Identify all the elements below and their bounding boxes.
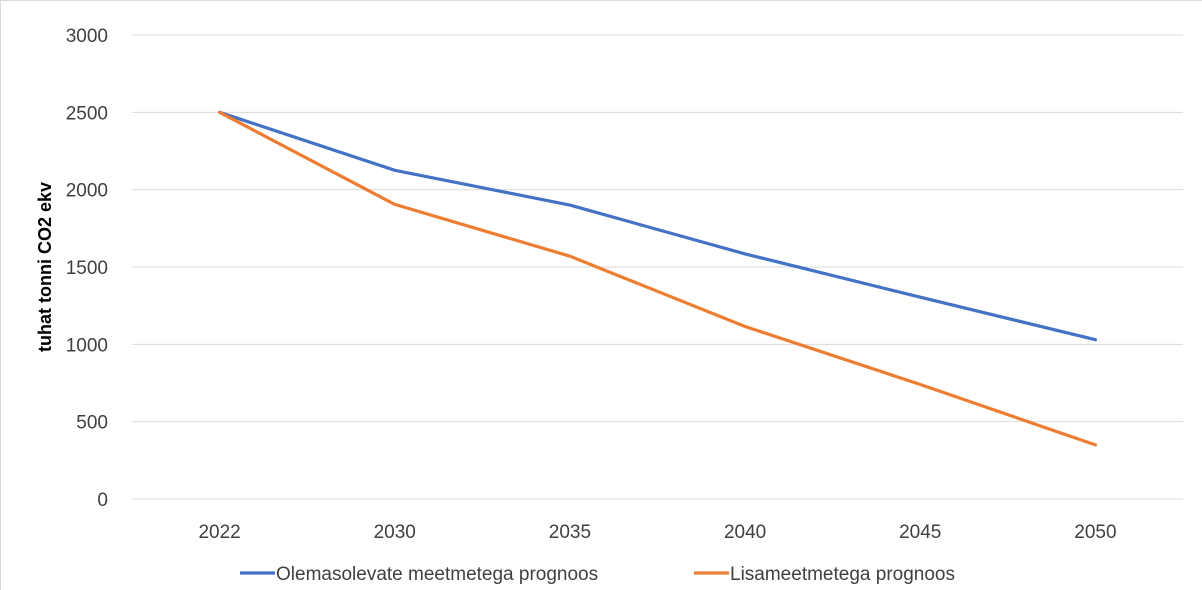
y-tick-label: 1000: [66, 335, 108, 356]
legend-label: Olemasolevate meetmetega prognoos: [276, 564, 598, 585]
y-axis-ticks: 0 500 1000 1500 2000 2500 3000: [66, 26, 108, 511]
series-line-1: [218, 110, 1098, 342]
legend-item-1: Olemasolevate meetmetega prognoos: [240, 564, 598, 585]
x-tick-label: 2050: [1074, 522, 1116, 543]
x-tick-label: 2045: [899, 522, 941, 543]
legend-label: Lisameetmetega prognoos: [730, 564, 955, 585]
y-tick-label: 3000: [66, 26, 108, 47]
x-tick-label: 2035: [549, 522, 591, 543]
x-tick-label: 2022: [198, 522, 240, 543]
y-tick-label: 2500: [66, 103, 108, 124]
legend-item-2: Lisameetmetega prognoos: [694, 564, 955, 585]
y-tick-label: 1500: [66, 258, 108, 279]
legend: Olemasolevate meetmetega prognoos Lisamee…: [240, 564, 955, 585]
y-axis-label: tuhat tonni CO2 ekv: [35, 182, 55, 352]
x-tick-label: 2030: [374, 522, 416, 543]
series-lines: [218, 110, 1098, 447]
gridlines: [132, 34, 1183, 500]
y-tick-label: 500: [76, 413, 108, 434]
x-axis-ticks: 2022 2030 2035 2040 2045 2050: [198, 522, 1116, 543]
x-tick-label: 2040: [724, 522, 766, 543]
y-tick-label: 0: [97, 490, 108, 511]
series-line-2: [218, 110, 1098, 447]
y-tick-label: 2000: [66, 181, 108, 202]
